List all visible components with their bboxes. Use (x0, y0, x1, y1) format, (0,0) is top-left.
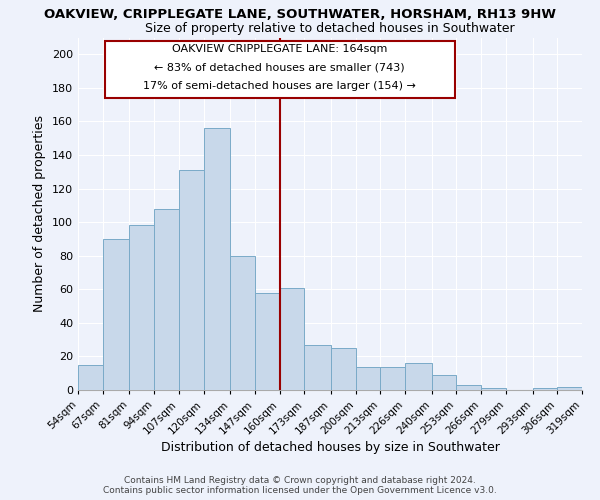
Bar (405, 363, 432, 390)
Y-axis label: Number of detached properties: Number of detached properties (34, 116, 46, 312)
Bar (533, 388, 557, 390)
Bar (356, 366, 380, 390)
Bar (481, 388, 506, 390)
Bar (103, 239, 130, 390)
Bar (331, 348, 356, 390)
Text: Contains HM Land Registry data © Crown copyright and database right 2024.
Contai: Contains HM Land Registry data © Crown c… (103, 476, 497, 495)
FancyBboxPatch shape (104, 41, 455, 98)
Text: OAKVIEW CRIPPLEGATE LANE: 164sqm: OAKVIEW CRIPPLEGATE LANE: 164sqm (172, 44, 387, 54)
Bar (280, 288, 304, 390)
Bar (557, 386, 582, 390)
Bar (304, 344, 331, 390)
Bar (380, 366, 405, 390)
Bar (432, 375, 457, 390)
Bar (154, 208, 179, 390)
Text: OAKVIEW, CRIPPLEGATE LANE, SOUTHWATER, HORSHAM, RH13 9HW: OAKVIEW, CRIPPLEGATE LANE, SOUTHWATER, H… (44, 8, 556, 20)
Text: 17% of semi-detached houses are larger (154) →: 17% of semi-detached houses are larger (… (143, 81, 416, 91)
Bar (179, 170, 203, 390)
Title: Size of property relative to detached houses in Southwater: Size of property relative to detached ho… (145, 22, 515, 35)
Bar (255, 292, 280, 390)
Bar (457, 385, 481, 390)
Bar (230, 256, 255, 390)
Bar (130, 226, 154, 390)
Bar (78, 365, 103, 390)
X-axis label: Distribution of detached houses by size in Southwater: Distribution of detached houses by size … (161, 442, 499, 454)
Bar (203, 128, 230, 390)
Text: ← 83% of detached houses are smaller (743): ← 83% of detached houses are smaller (74… (154, 62, 405, 72)
